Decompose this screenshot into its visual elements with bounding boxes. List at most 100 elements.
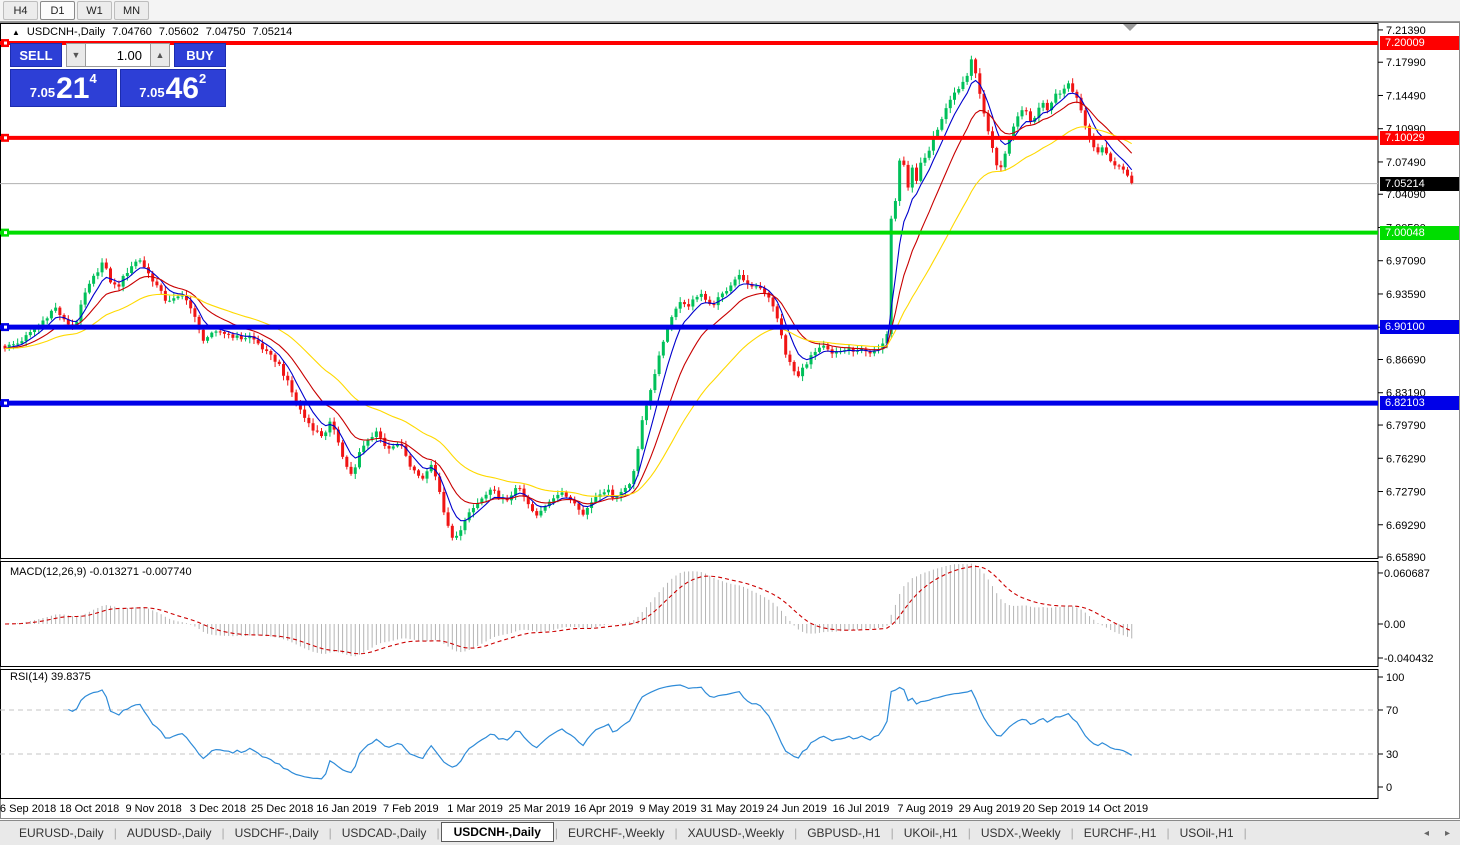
bid-price-pip: 4 — [89, 71, 97, 86]
timeframe-button-h4[interactable]: H4 — [3, 1, 38, 20]
svg-text:7.14490: 7.14490 — [1386, 90, 1426, 102]
svg-text:7.17990: 7.17990 — [1386, 57, 1426, 69]
svg-text:25 Mar 2019: 25 Mar 2019 — [509, 803, 571, 815]
ask-price-pip: 2 — [198, 71, 207, 86]
one-click-trading-panel: SELL ▼ 1.00 ▲ BUY 7.05 21 4 7.05 46 2 — [10, 43, 226, 107]
svg-text:9 May 2019: 9 May 2019 — [639, 803, 696, 815]
tab-divider: | — [794, 826, 798, 840]
tab-divider: | — [328, 826, 332, 840]
svg-text:6.79790: 6.79790 — [1386, 420, 1426, 432]
tab-divider: | — [890, 826, 894, 840]
tab-divider: | — [674, 826, 678, 840]
tab-divider: | — [221, 826, 225, 840]
svg-text:6.69290: 6.69290 — [1386, 520, 1426, 532]
tab-divider: | — [113, 826, 117, 840]
buy-button[interactable]: BUY — [174, 43, 226, 67]
chart-tab-eurchf[interactable]: EURCHF-,Weekly — [568, 826, 665, 840]
svg-text:7.07490: 7.07490 — [1386, 157, 1426, 169]
chart-title: ▲ USDCNH-,Daily 7.04760 7.05602 7.04750 … — [12, 25, 292, 39]
bid-price-tile[interactable]: 7.05 21 4 — [10, 69, 117, 107]
chart-tab-usdcad[interactable]: USDCAD-,Daily — [341, 826, 427, 840]
chevron-up-icon: ▲ — [155, 50, 165, 60]
chart-tab-usdx[interactable]: USDX-,Weekly — [980, 826, 1061, 840]
chart-tab-usdcnh[interactable]: USDCNH-,Daily — [440, 822, 554, 842]
volume-decrease-button[interactable]: ▼ — [66, 43, 86, 67]
svg-text:0.060687: 0.060687 — [1384, 568, 1430, 580]
svg-text:18 Oct 2018: 18 Oct 2018 — [59, 803, 119, 815]
ohlc-open: 7.04760 — [112, 26, 152, 38]
price-level-label: 6.82103 — [1380, 396, 1459, 411]
ohlc-low: 7.04750 — [205, 26, 246, 38]
chart-tab-usoil[interactable]: USOil-,H1 — [1179, 826, 1234, 840]
svg-text:0: 0 — [1386, 782, 1392, 794]
svg-text:6.65890: 6.65890 — [1386, 552, 1426, 564]
svg-text:16 Jul 2019: 16 Jul 2019 — [832, 803, 889, 815]
volume-input[interactable]: 1.00 — [86, 43, 150, 67]
chart-tab-bar: EURUSD-,Daily | AUDUSD-,Daily | USDCHF-,Dail… — [0, 820, 1460, 845]
sell-button[interactable]: SELL — [10, 43, 62, 67]
svg-text:1 Mar 2019: 1 Mar 2019 — [447, 803, 503, 815]
svg-text:7.04090: 7.04090 — [1386, 189, 1426, 201]
macd-indicator-label: MACD(12,26,9) -0.013271 -0.007740 — [10, 566, 192, 578]
tab-scroll-left-icon[interactable]: ◂ — [1423, 828, 1429, 839]
tab-divider: | — [1070, 826, 1074, 840]
svg-text:100: 100 — [1386, 672, 1404, 684]
current-price-label: 7.05214 — [1380, 176, 1459, 191]
svg-text:6.76290: 6.76290 — [1386, 453, 1426, 465]
svg-text:25 Dec 2018: 25 Dec 2018 — [251, 803, 313, 815]
timeframe-button-w1[interactable]: W1 — [77, 1, 112, 20]
svg-text:3 Dec 2018: 3 Dec 2018 — [190, 803, 246, 815]
svg-text:16 Jan 2019: 16 Jan 2019 — [316, 803, 377, 815]
svg-text:6.72790: 6.72790 — [1386, 487, 1426, 499]
chevron-down-icon: ▼ — [71, 50, 81, 60]
chart-tab-eurchf[interactable]: EURCHF-,H1 — [1083, 826, 1157, 840]
price-level-label: 7.20009 — [1380, 36, 1459, 51]
volume-increase-button[interactable]: ▲ — [150, 43, 170, 67]
tab-divider: | — [967, 826, 971, 840]
bid-price-prefix: 7.05 — [29, 85, 56, 100]
chart-tab-ukoil[interactable]: UKOil-,H1 — [903, 826, 958, 840]
svg-text:20 Sep 2019: 20 Sep 2019 — [1023, 803, 1085, 815]
timeframe-button-mn[interactable]: MN — [114, 1, 149, 20]
ask-price-tile[interactable]: 7.05 46 2 — [119, 69, 226, 107]
svg-text:26 Sep 2018: 26 Sep 2018 — [0, 803, 56, 815]
svg-text:70: 70 — [1386, 705, 1398, 717]
bid-price-big: 21 — [56, 72, 90, 105]
ask-price-big: 46 — [165, 72, 199, 105]
svg-text:0.00: 0.00 — [1384, 619, 1405, 631]
collapse-icon[interactable]: ▲ — [12, 27, 20, 37]
svg-text:6.93590: 6.93590 — [1386, 289, 1426, 301]
svg-text:14 Oct 2019: 14 Oct 2019 — [1088, 803, 1148, 815]
tab-divider: | — [436, 826, 440, 840]
svg-text:7 Feb 2019: 7 Feb 2019 — [383, 803, 439, 815]
chart-tab-audusd[interactable]: AUDUSD-,Daily — [126, 826, 212, 840]
svg-text:7.21390: 7.21390 — [1386, 25, 1426, 37]
timeframe-button-d1[interactable]: D1 — [40, 1, 75, 20]
price-level-label: 7.00048 — [1380, 225, 1459, 240]
chart-tab-usdchf[interactable]: USDCHF-,Daily — [234, 826, 319, 840]
chart-tab-gbpusd[interactable]: GBPUSD-,H1 — [807, 826, 881, 840]
svg-text:-0.040432: -0.040432 — [1384, 653, 1434, 665]
svg-text:31 May 2019: 31 May 2019 — [700, 803, 764, 815]
chart-tab-eurusd[interactable]: EURUSD-,Daily — [19, 826, 104, 840]
tab-scroll-right-icon[interactable]: ▸ — [1444, 828, 1450, 839]
tab-divider: | — [554, 826, 559, 840]
tab-divider: | — [1166, 826, 1170, 840]
rsi-indicator-label: RSI(14) 39.8375 — [10, 671, 91, 683]
price-level-label: 6.90100 — [1380, 320, 1459, 335]
svg-text:24 Jun 2019: 24 Jun 2019 — [766, 803, 827, 815]
svg-text:6.86690: 6.86690 — [1386, 355, 1426, 367]
chart-tab-xauusd[interactable]: XAUUSD-,Weekly — [687, 826, 785, 840]
svg-text:16 Apr 2019: 16 Apr 2019 — [574, 803, 633, 815]
tab-divider: | — [1243, 826, 1247, 840]
svg-text:9 Nov 2018: 9 Nov 2018 — [125, 803, 181, 815]
ohlc-high: 7.05602 — [158, 26, 199, 38]
ohlc-close: 7.05214 — [252, 26, 293, 38]
svg-text:29 Aug 2019: 29 Aug 2019 — [959, 803, 1021, 815]
svg-text:6.97090: 6.97090 — [1386, 256, 1426, 268]
price-level-label: 7.10029 — [1380, 130, 1459, 145]
svg-text:7 Aug 2019: 7 Aug 2019 — [897, 803, 953, 815]
svg-text:30: 30 — [1386, 749, 1398, 761]
chart-symbol-label: USDCNH-,Daily — [26, 26, 106, 38]
